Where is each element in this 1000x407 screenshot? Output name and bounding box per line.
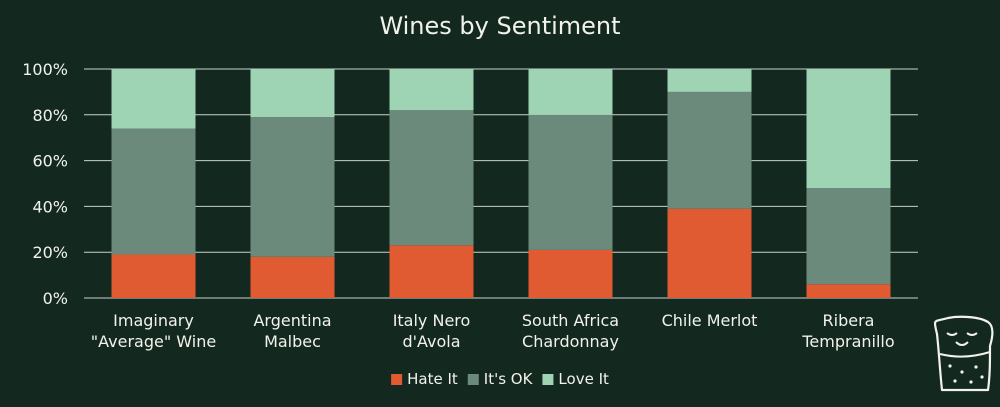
bar-segment-hate-it bbox=[806, 284, 891, 298]
x-tick-label: South Africa bbox=[522, 311, 619, 330]
legend: Hate It It's OK Love It bbox=[391, 370, 609, 388]
y-tick-label: 20% bbox=[32, 243, 68, 262]
bar-segment-love-it bbox=[806, 69, 891, 189]
bar-segment-love-it bbox=[111, 69, 196, 129]
bar-segment-love-it bbox=[528, 69, 613, 115]
x-tick-label: Ribera bbox=[823, 311, 875, 330]
x-tick-label: Chardonnay bbox=[522, 332, 619, 351]
legend-label: Hate It bbox=[407, 370, 458, 388]
legend-item: It's OK bbox=[467, 370, 534, 388]
x-tick-label: Italy Nero bbox=[393, 311, 471, 330]
bar-segment-hate-it bbox=[250, 256, 335, 298]
x-tick-label: Chile Merlot bbox=[662, 311, 758, 330]
bar-segment-hate-it bbox=[528, 249, 613, 298]
y-tick-label: 0% bbox=[43, 289, 68, 308]
y-tick-label: 40% bbox=[32, 197, 68, 216]
bar-segment-it-s-ok bbox=[806, 188, 891, 285]
bar-segment-hate-it bbox=[111, 254, 196, 298]
legend-swatch bbox=[542, 374, 554, 385]
bar-segment-it-s-ok bbox=[111, 128, 196, 255]
bar-segment-it-s-ok bbox=[528, 114, 613, 250]
x-tick-label: d'Avola bbox=[402, 332, 460, 351]
x-tick-label: "Average" Wine bbox=[91, 332, 216, 351]
bar-segment-hate-it bbox=[667, 208, 752, 298]
x-tick-label: Argentina bbox=[253, 311, 331, 330]
y-tick-label: 100% bbox=[22, 60, 68, 79]
x-tick-label: Imaginary bbox=[113, 311, 194, 330]
y-axis-tick-labels: 0% 20% 40% 60% 80% 100% bbox=[22, 60, 68, 308]
bars bbox=[111, 69, 891, 298]
bar-segment-love-it bbox=[389, 69, 474, 111]
legend-item: Hate It bbox=[391, 370, 458, 388]
bar-segment-hate-it bbox=[389, 245, 474, 298]
chart-title: Wines by Sentiment bbox=[379, 12, 620, 40]
legend-label: It's OK bbox=[484, 370, 534, 388]
legend-swatch bbox=[391, 374, 403, 385]
x-axis-tick-labels: Imaginary "Average" Wine Argentina Malbec It… bbox=[91, 311, 895, 351]
bar-segment-love-it bbox=[250, 69, 335, 118]
legend-item: Love It bbox=[542, 370, 609, 388]
bar-segment-love-it bbox=[667, 69, 752, 92]
gridlines bbox=[84, 68, 918, 299]
y-tick-label: 80% bbox=[32, 106, 68, 125]
y-tick-label: 60% bbox=[32, 152, 68, 171]
x-tick-label: Tempranillo bbox=[801, 332, 894, 351]
x-tick-label: Malbec bbox=[264, 332, 321, 351]
wine-cork-mascot-icon bbox=[933, 315, 994, 392]
bar-segment-it-s-ok bbox=[389, 110, 474, 246]
bar-segment-it-s-ok bbox=[250, 117, 335, 257]
bar-segment-it-s-ok bbox=[667, 91, 752, 209]
legend-swatch bbox=[467, 374, 479, 385]
legend-label: Love It bbox=[558, 370, 609, 388]
